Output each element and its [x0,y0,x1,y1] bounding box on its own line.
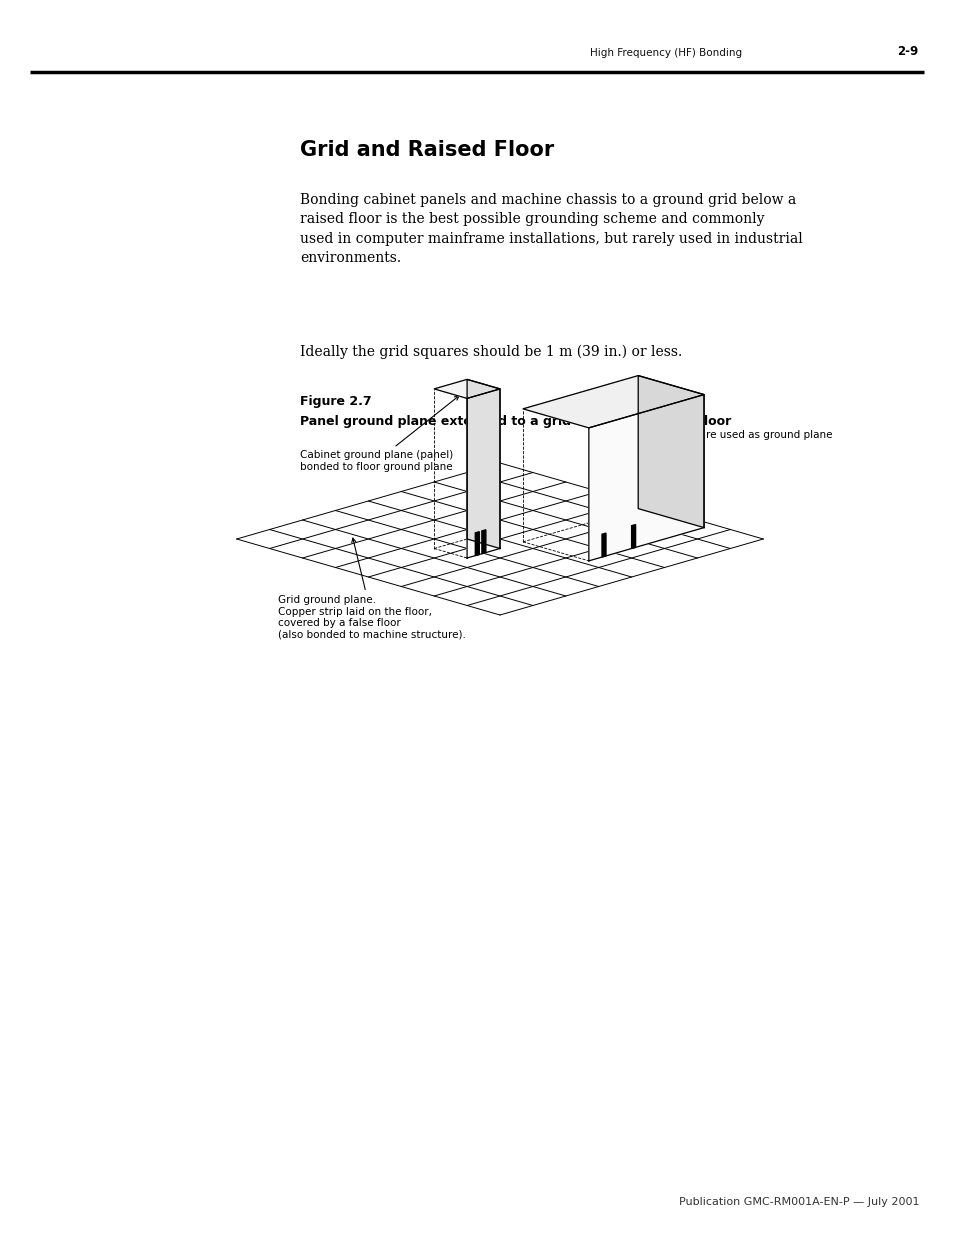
Text: Bonding cabinet panels and machine chassis to a ground grid below a
raised floor: Bonding cabinet panels and machine chass… [299,193,801,266]
Polygon shape [638,375,703,527]
Polygon shape [631,525,635,548]
Text: Ideally the grid squares should be 1 m (39 in.) or less.: Ideally the grid squares should be 1 m (… [299,345,681,359]
Text: High Frequency (HF) Bonding: High Frequency (HF) Bonding [589,48,741,58]
Text: Publication GMC-RM001A-EN-P — July 2001: Publication GMC-RM001A-EN-P — July 2001 [679,1197,919,1207]
Polygon shape [434,379,499,399]
Polygon shape [522,375,703,427]
Text: Grid and Raised Floor: Grid and Raised Floor [299,140,554,161]
Text: Grid ground plane.
Copper strip laid on the floor,
covered by a false floor
(als: Grid ground plane. Copper strip laid on … [277,538,465,640]
Polygon shape [588,395,703,561]
Polygon shape [601,534,605,557]
Polygon shape [467,379,499,548]
Text: Machine structure used as ground plane: Machine structure used as ground plane [621,415,832,440]
Polygon shape [481,530,485,553]
Text: 2-9: 2-9 [896,44,917,58]
Text: Panel ground plane extended to a grid beneath a raised floor: Panel ground plane extended to a grid be… [299,415,731,429]
Polygon shape [475,532,478,556]
Polygon shape [467,389,499,558]
Text: Cabinet ground plane (panel)
bonded to floor ground plane: Cabinet ground plane (panel) bonded to f… [299,396,458,472]
Text: Figure 2.7: Figure 2.7 [299,395,372,408]
